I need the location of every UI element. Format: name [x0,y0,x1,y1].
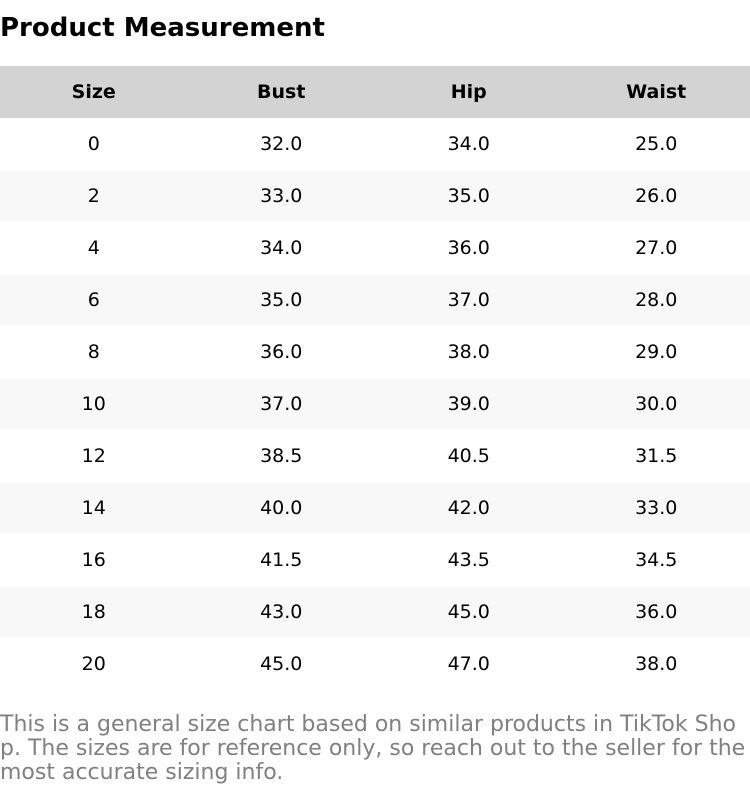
cell-size: 2 [0,170,188,222]
cell-hip: 34.0 [447,133,490,155]
cell-waist: 25.0 [635,133,678,155]
cell-waist: 38.0 [635,653,678,675]
cell-bust: 45.0 [260,653,303,675]
cell-bust: 32.0 [260,133,303,155]
table-row: 8 36.0 38.0 29.0 [0,326,750,378]
cell-bust: 40.0 [187,482,375,534]
table-row: 6 35.0 37.0 28.0 [0,274,750,326]
cell-waist: 27.0 [635,237,678,259]
cell-size: 18 [0,586,188,638]
cell-size: 14 [0,482,188,534]
cell-bust: 38.5 [260,445,303,467]
cell-bust: 33.0 [187,170,375,222]
table-row: 10 37.0 39.0 30.0 [0,378,750,430]
cell-bust: 43.0 [187,586,375,638]
cell-hip: 45.0 [375,586,563,638]
cell-size: 10 [0,378,188,430]
cell-hip: 38.0 [447,341,490,363]
table-row: 4 34.0 36.0 27.0 [0,222,750,274]
cell-size: 20 [81,653,106,675]
cell-bust: 41.5 [260,549,303,571]
cell-waist: 34.5 [635,549,678,571]
header-size: Size [0,66,188,118]
cell-bust: 35.0 [187,274,375,326]
cell-hip: 43.5 [447,549,490,571]
table-row: 12 38.5 40.5 31.5 [0,430,750,482]
cell-hip: 39.0 [375,378,563,430]
header-hip: Hip [375,66,563,118]
header-bust: Bust [187,66,375,118]
cell-size: 12 [81,445,106,467]
cell-waist: 28.0 [562,274,750,326]
page-title: Product Measurement [0,13,325,43]
cell-hip: 42.0 [375,482,563,534]
cell-hip: 36.0 [447,237,490,259]
cell-hip: 47.0 [447,653,490,675]
cell-size: 0 [87,133,100,155]
table-row: 0 32.0 34.0 25.0 [0,118,750,170]
cell-waist: 33.0 [562,482,750,534]
table-header-row: Size Bust Hip Waist [0,66,750,118]
cell-waist: 26.0 [562,170,750,222]
table-row: 14 40.0 42.0 33.0 [0,482,750,534]
cell-hip: 35.0 [375,170,563,222]
cell-waist: 36.0 [562,586,750,638]
header-waist: Waist [562,66,750,118]
cell-size: 6 [0,274,188,326]
cell-hip: 37.0 [375,274,563,326]
size-chart-disclaimer: This is a general size chart based on si… [0,712,746,785]
cell-waist: 31.5 [635,445,678,467]
table-row: 2 33.0 35.0 26.0 [0,170,750,222]
cell-hip: 40.5 [447,445,490,467]
table-row: 16 41.5 43.5 34.5 [0,534,750,586]
cell-size: 4 [87,237,100,259]
cell-bust: 34.0 [260,237,303,259]
cell-bust: 36.0 [260,341,303,363]
cell-bust: 37.0 [187,378,375,430]
cell-waist: 30.0 [562,378,750,430]
table-row: 20 45.0 47.0 38.0 [0,638,750,690]
size-chart-table: Size Bust Hip Waist 0 32.0 34.0 25.0 2 3… [0,66,750,690]
cell-size: 8 [87,341,100,363]
table-row: 18 43.0 45.0 36.0 [0,586,750,638]
cell-size: 16 [81,549,106,571]
cell-waist: 29.0 [635,341,678,363]
